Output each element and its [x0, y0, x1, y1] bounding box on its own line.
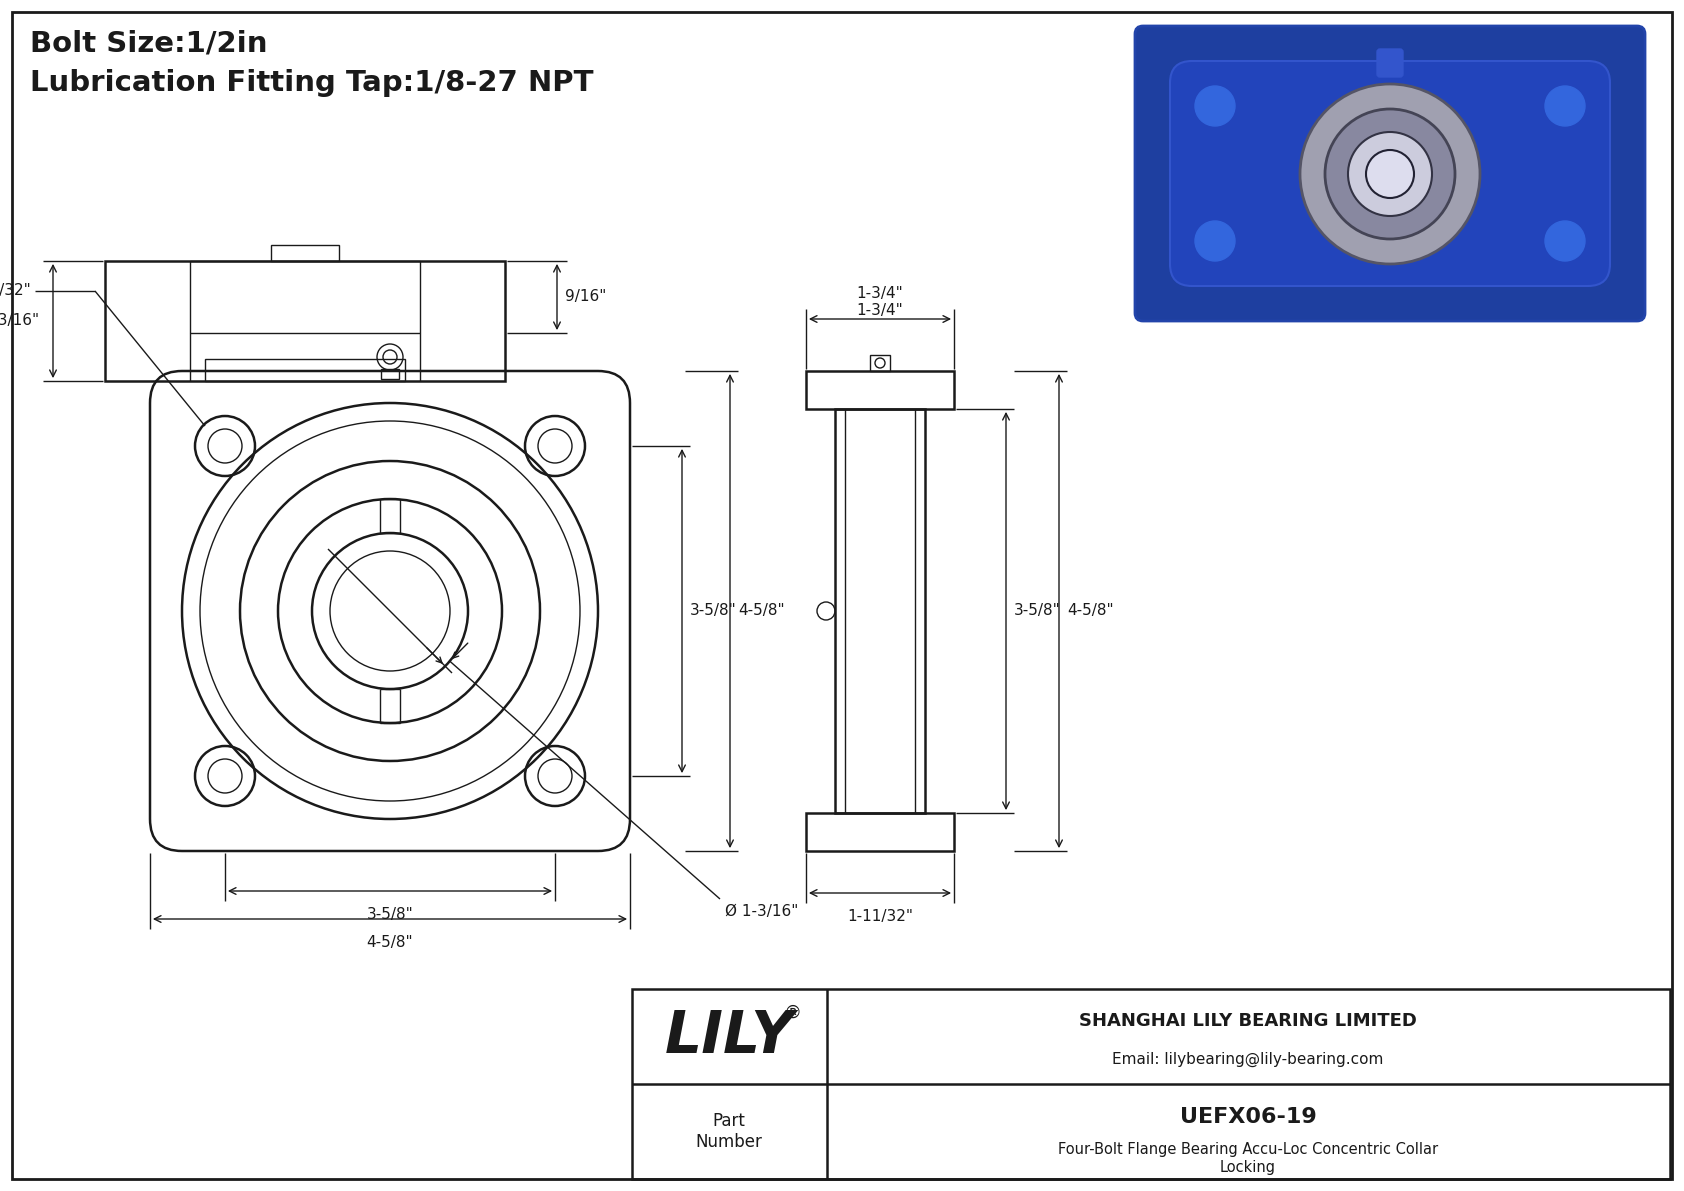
Text: 1-3/4": 1-3/4" — [857, 286, 903, 301]
Bar — [632, 989, 1671, 1179]
Text: 4-5/8": 4-5/8" — [738, 604, 785, 618]
Text: 1-3/4": 1-3/4" — [857, 303, 903, 318]
FancyBboxPatch shape — [1378, 49, 1403, 77]
Text: 3-5/8": 3-5/8" — [367, 908, 413, 922]
Text: Part
Number: Part Number — [695, 1112, 763, 1151]
Bar — [271, 245, 338, 261]
Text: 3-5/8": 3-5/8" — [1014, 604, 1061, 618]
Text: SHANGHAI LILY BEARING LIMITED: SHANGHAI LILY BEARING LIMITED — [1079, 1012, 1416, 1030]
Text: Bolt Size:1/2in: Bolt Size:1/2in — [30, 29, 268, 57]
Text: Email: lilybearing@lily-bearing.com: Email: lilybearing@lily-bearing.com — [1113, 1052, 1384, 1067]
Bar — [104, 261, 505, 381]
Bar — [835, 409, 925, 813]
Bar — [205, 358, 404, 381]
Text: UEFX06-19: UEFX06-19 — [1179, 1108, 1317, 1127]
Circle shape — [1347, 132, 1431, 216]
Text: LILY: LILY — [663, 1008, 793, 1065]
Text: Ø 1-3/16": Ø 1-3/16" — [726, 904, 798, 919]
Text: ®: ® — [783, 1004, 802, 1022]
Circle shape — [1196, 222, 1234, 261]
Bar — [871, 355, 891, 372]
Text: 1-11/32": 1-11/32" — [847, 909, 913, 924]
Bar — [190, 261, 419, 333]
Bar — [807, 372, 955, 409]
Text: Four-Bolt Flange Bearing Accu-Loc Concentric Collar: Four-Bolt Flange Bearing Accu-Loc Concen… — [1058, 1142, 1438, 1156]
Text: Locking: Locking — [1219, 1160, 1276, 1174]
Text: Lubrication Fitting Tap:1/8-27 NPT: Lubrication Fitting Tap:1/8-27 NPT — [30, 69, 593, 96]
Bar — [807, 813, 955, 852]
Text: 4-5/8": 4-5/8" — [367, 935, 413, 950]
Circle shape — [1544, 222, 1585, 261]
Text: 1-13/16": 1-13/16" — [0, 313, 39, 329]
Text: Ø 17/32": Ø 17/32" — [0, 283, 30, 299]
Circle shape — [1325, 110, 1455, 239]
FancyBboxPatch shape — [1170, 61, 1610, 286]
Circle shape — [1366, 150, 1415, 198]
Bar — [381, 369, 399, 379]
Circle shape — [1196, 86, 1234, 126]
FancyBboxPatch shape — [1135, 26, 1645, 322]
Circle shape — [1300, 85, 1480, 264]
Circle shape — [1544, 86, 1585, 126]
Text: 4-5/8": 4-5/8" — [1068, 604, 1113, 618]
Text: 9/16": 9/16" — [566, 289, 606, 305]
Text: 3-5/8": 3-5/8" — [690, 604, 738, 618]
